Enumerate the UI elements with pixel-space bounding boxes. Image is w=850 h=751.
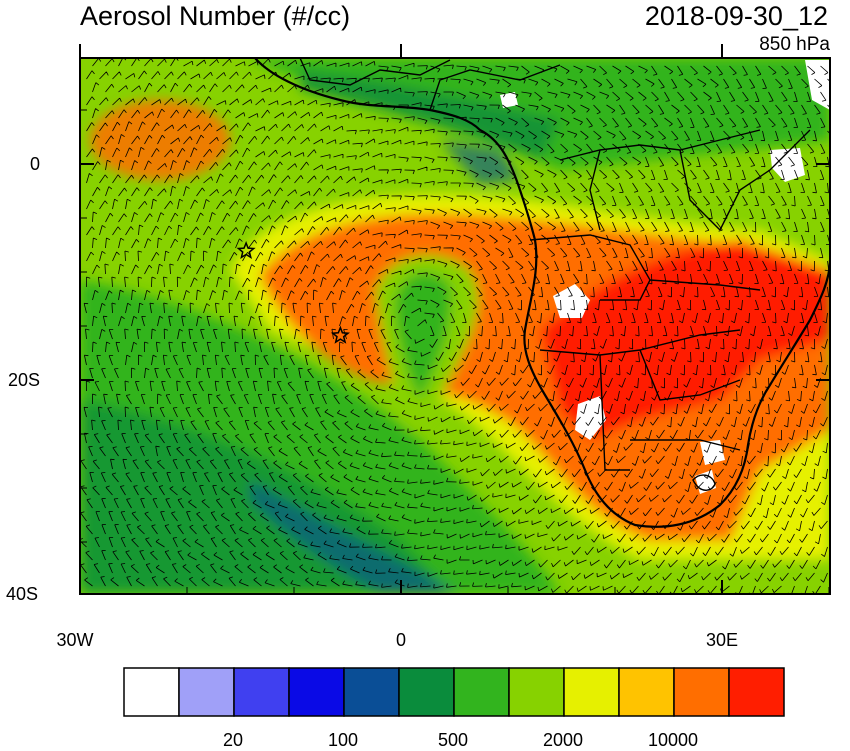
colorbar-swatch bbox=[233, 667, 290, 717]
coastline bbox=[254, 58, 830, 528]
star-marker bbox=[236, 240, 256, 260]
plot-title: Aerosol Number (#/cc) bbox=[80, 1, 351, 31]
lat-label-0: 0 bbox=[29, 154, 40, 174]
plot-datetime: 2018-09-30_12 bbox=[644, 1, 828, 31]
colorbar-swatch bbox=[618, 667, 675, 717]
colorbar bbox=[123, 667, 785, 717]
aerosol-field bbox=[80, 58, 830, 594]
pressure-level: 850 hPa bbox=[759, 34, 830, 55]
colorbar-swatch bbox=[728, 667, 785, 717]
lon-label-30e: 30E bbox=[705, 630, 739, 650]
wind-barbs bbox=[80, 58, 830, 594]
lon-label-0: 0 bbox=[395, 630, 406, 650]
colorbar-swatch bbox=[343, 667, 400, 717]
axis-minor-ticks bbox=[80, 109, 830, 594]
colorbar-swatch bbox=[178, 667, 235, 717]
colorbar-swatch bbox=[398, 667, 455, 717]
colorbar-label: 20 bbox=[222, 730, 244, 750]
wind-barb-field bbox=[80, 58, 830, 594]
station-markers bbox=[236, 240, 350, 344]
axis-ticks bbox=[79, 44, 830, 594]
colorbar-label: 100 bbox=[327, 730, 359, 750]
colorbar-swatch bbox=[453, 667, 510, 717]
colorbar-label: 2000 bbox=[542, 730, 584, 750]
colorbar-swatch bbox=[288, 667, 345, 717]
colorbar-swatch bbox=[673, 667, 730, 717]
lat-label-40s: 40S bbox=[5, 584, 38, 604]
lat-label-20s: 20S bbox=[7, 370, 40, 390]
colorbar-swatch bbox=[563, 667, 620, 717]
colorbar-label: 10000 bbox=[647, 730, 699, 750]
lon-label-30w: 30W bbox=[56, 630, 94, 650]
colorbar-swatch bbox=[123, 667, 180, 717]
colorbar-label: 500 bbox=[437, 730, 469, 750]
colorbar-swatch bbox=[508, 667, 565, 717]
star-marker bbox=[330, 325, 350, 344]
